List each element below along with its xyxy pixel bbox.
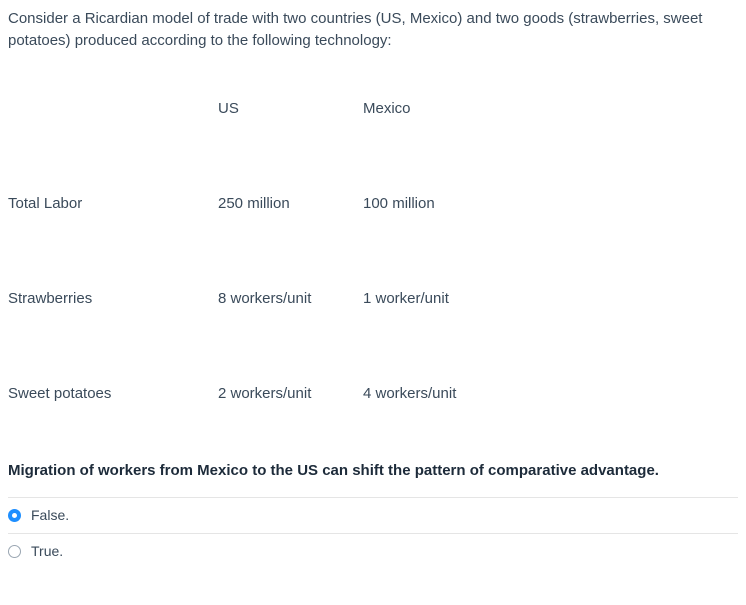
- row-mx-value: 100 million: [363, 195, 738, 212]
- option-label: False.: [31, 507, 69, 523]
- radio-checked-icon: [8, 509, 21, 522]
- technology-table: US Mexico Total Labor 250 million 100 mi…: [8, 100, 738, 402]
- header-us: US: [218, 100, 363, 117]
- row-mx-value: 4 workers/unit: [363, 385, 738, 402]
- row-label: Sweet potatoes: [8, 385, 218, 402]
- header-blank: [8, 100, 218, 117]
- row-mx-value: 1 worker/unit: [363, 290, 738, 307]
- row-us-value: 250 million: [218, 195, 363, 212]
- radio-unchecked-icon: [8, 545, 21, 558]
- answer-option-false[interactable]: False.: [8, 497, 738, 533]
- row-label: Strawberries: [8, 290, 218, 307]
- answer-option-true[interactable]: True.: [8, 533, 738, 569]
- option-label: True.: [31, 543, 63, 559]
- table-row: Total Labor 250 million 100 million: [8, 195, 738, 212]
- question-intro: Consider a Ricardian model of trade with…: [8, 8, 738, 52]
- table-row: Strawberries 8 workers/unit 1 worker/uni…: [8, 290, 738, 307]
- table-header-row: US Mexico: [8, 100, 738, 117]
- row-us-value: 8 workers/unit: [218, 290, 363, 307]
- header-mexico: Mexico: [363, 100, 738, 117]
- row-us-value: 2 workers/unit: [218, 385, 363, 402]
- table-row: Sweet potatoes 2 workers/unit 4 workers/…: [8, 385, 738, 402]
- row-label: Total Labor: [8, 195, 218, 212]
- question-statement: Migration of workers from Mexico to the …: [8, 462, 738, 479]
